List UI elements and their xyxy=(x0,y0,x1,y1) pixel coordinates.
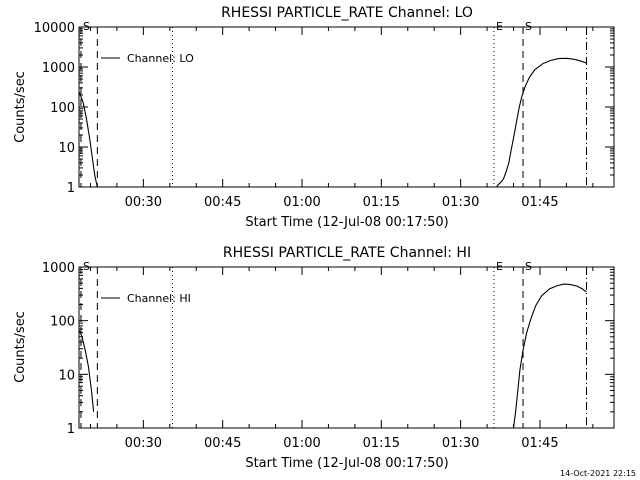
x-axis-label: Start Time (12-Jul-08 00:17:50) xyxy=(245,456,448,471)
x-tick-label: 01:30 xyxy=(442,195,479,210)
y-tick-label: 1000 xyxy=(42,61,75,76)
series-line xyxy=(78,92,98,188)
chart-panel-hi: RHESSI PARTICLE_RATE Channel: HI Counts/… xyxy=(13,245,615,471)
data-series xyxy=(78,57,587,188)
y-tick-label: 1 xyxy=(67,181,75,196)
legend-label: Channel: LO xyxy=(127,52,194,65)
y-tick-label: 10000 xyxy=(34,21,75,36)
legend-label: Channel: HI xyxy=(127,292,191,305)
marker-label: S xyxy=(83,20,90,33)
marker-label: S xyxy=(83,260,90,273)
footer-timestamp: 14-Oct-2021 22:15 xyxy=(560,469,636,478)
x-axis-label: Start Time (12-Jul-08 00:17:50) xyxy=(245,215,448,230)
x-tick-label: 01:30 xyxy=(442,436,479,451)
x-tick-label: 00:45 xyxy=(204,195,241,210)
x-tick-label: 01:45 xyxy=(521,195,558,210)
x-tick-label: 00:30 xyxy=(125,436,162,451)
x-tick-label: 01:15 xyxy=(363,195,400,210)
marker-label: E xyxy=(496,20,503,33)
marker-label: E xyxy=(496,260,503,273)
marker-label: S xyxy=(525,20,532,33)
y-tick-label: 100 xyxy=(50,315,75,330)
x-tick-label: 01:45 xyxy=(521,436,558,451)
x-tick-label: 01:00 xyxy=(283,436,320,451)
y-tick-label: 100 xyxy=(50,101,75,116)
chart-title: RHESSI PARTICLE_RATE Channel: HI xyxy=(223,245,471,261)
chart-title: RHESSI PARTICLE_RATE Channel: LO xyxy=(221,5,473,21)
chart-panel-lo: RHESSI PARTICLE_RATE Channel: LO Counts/… xyxy=(13,5,615,230)
series-line xyxy=(494,57,587,188)
plot-frame xyxy=(78,26,615,188)
y-tick-label: 10 xyxy=(58,368,75,383)
y-axis-label: Counts/sec xyxy=(13,311,28,383)
y-tick-label: 1 xyxy=(67,422,75,437)
marker-label: S xyxy=(525,260,532,273)
y-tick-label: 10 xyxy=(58,141,75,156)
series-line xyxy=(512,283,587,429)
series-line xyxy=(78,330,95,412)
axis-ticks: 1 10 100 1000 10000 00:30 00:45 01:00 01:15 01:30… xyxy=(34,21,614,210)
x-tick-label: 01:00 xyxy=(283,195,320,210)
data-series xyxy=(78,283,587,429)
x-tick-label: 00:30 xyxy=(125,195,162,210)
x-tick-label: 01:15 xyxy=(363,436,400,451)
x-tick-label: 00:45 xyxy=(204,436,241,451)
plot-frame xyxy=(78,266,615,429)
y-axis-label: Counts/sec xyxy=(13,71,28,143)
axis-ticks: 1 10 100 1000 00:30 00:45 01:00 01:15 01:30 01:45 xyxy=(42,261,614,451)
y-tick-label: 1000 xyxy=(42,261,75,276)
